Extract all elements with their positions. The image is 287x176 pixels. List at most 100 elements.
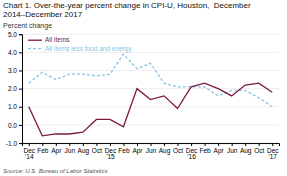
x-tick-mark — [205, 143, 206, 146]
y-tick: 5.0 — [8, 31, 22, 38]
x-tick-label: Dec'16 — [186, 147, 198, 161]
y-tick-label: 3.0 — [8, 67, 17, 74]
legend-item: All items less food and energy — [28, 45, 132, 53]
x-tick: Aug — [78, 143, 90, 155]
y-tick: -1.0 — [6, 140, 22, 147]
x-tick: Feb — [118, 143, 130, 154]
y-axis-line — [19, 35, 23, 144]
x-tick-label: Feb — [200, 147, 212, 154]
grid-line — [22, 70, 279, 71]
x-tick: Jun — [227, 143, 238, 154]
x-tick-mark — [164, 143, 165, 146]
legend-swatch — [28, 40, 42, 41]
legend-item: All items — [28, 36, 70, 43]
y-tick-mark — [19, 89, 22, 90]
legend-label: All items less food and energy — [45, 45, 132, 53]
x-tick: Dec'16 — [186, 143, 198, 160]
y-tick: 4.0 — [8, 49, 22, 56]
legend: All items All items less food and energy — [28, 36, 132, 52]
y-tick-label: 4.0 — [8, 49, 17, 56]
x-tick-label: Aug — [78, 147, 90, 155]
x-tick-label: Oct — [92, 147, 102, 154]
x-tick-mark — [191, 143, 192, 146]
x-tick: Oct — [92, 143, 102, 154]
y-tick-mark — [19, 143, 22, 144]
x-tick-label: Dec'15 — [105, 147, 117, 161]
x-tick: Apr — [214, 143, 225, 155]
y-tick: 0.0 — [8, 121, 22, 128]
x-tick-label: Apr — [132, 147, 143, 155]
grid-line — [22, 106, 279, 107]
x-tick-mark — [232, 143, 233, 146]
x-tick-label: Apr — [214, 147, 225, 155]
x-tick-mark — [259, 143, 260, 146]
x-tick: Oct — [173, 143, 183, 154]
x-tick: Dec'17 — [267, 143, 279, 160]
x-tick: Feb — [200, 143, 212, 154]
x-tick: Apr — [132, 143, 143, 155]
grid-line — [22, 52, 279, 53]
x-tick-label: Jun — [227, 147, 238, 154]
y-tick-label: -1.0 — [6, 140, 18, 147]
chart: Chart 1. Over-the-year percent change in… — [0, 0, 287, 176]
y-tick-mark — [19, 34, 22, 35]
x-tick-mark — [56, 143, 57, 146]
x-tick: Dec'15 — [105, 143, 117, 160]
x-tick-label: Apr — [51, 147, 62, 155]
x-axis: Dec'14FebAprJunAugOctDec'15FebAprJunAugO… — [23, 143, 280, 160]
y-tick-mark — [19, 125, 22, 126]
x-tick-mark — [151, 143, 152, 146]
x-tick: Apr — [51, 143, 62, 155]
plot: -1.00.01.02.03.04.05.0Dec'14FebAprJunAug… — [6, 31, 280, 161]
y-tick-label: 0.0 — [8, 121, 17, 128]
y-tick: 2.0 — [8, 85, 22, 92]
y-tick: 1.0 — [8, 103, 22, 110]
source: Source: U.S. Bureau of Labor Statistics — [3, 168, 107, 174]
x-tick-mark — [110, 143, 111, 146]
x-tick-label: Jun — [146, 147, 157, 154]
x-tick: Feb — [37, 143, 49, 154]
x-tick-label: Jun — [65, 147, 76, 154]
x-tick: Oct — [254, 143, 264, 154]
x-tick-label: Aug — [240, 147, 252, 155]
x-tick: Dec'14 — [23, 143, 35, 160]
y-tick-mark — [19, 70, 22, 71]
x-tick-mark — [272, 143, 273, 146]
x-tick: Jun — [146, 143, 157, 154]
x-tick-mark — [245, 143, 246, 146]
x-tick: Aug — [159, 143, 171, 155]
y-tick-mark — [19, 107, 22, 108]
grid — [22, 34, 279, 143]
y-tick: 3.0 — [8, 67, 22, 74]
y-axis: -1.0 0.0 1.0 2.0 3.0 4.0 5.0 — [6, 31, 23, 147]
y-tick-label: 2.0 — [8, 85, 17, 92]
lines — [29, 54, 272, 136]
x-tick-label: Feb — [118, 147, 130, 154]
series-line — [29, 83, 272, 136]
x-tick-mark — [218, 143, 219, 146]
y-axis-label: Percent change — [3, 22, 52, 30]
x-tick-mark — [123, 143, 124, 146]
y-tick-label: 5.0 — [8, 31, 17, 38]
x-tick: Aug — [240, 143, 252, 155]
x-tick-label: Oct — [254, 147, 264, 154]
y-tick-label: 1.0 — [8, 103, 17, 110]
x-tick-label: Feb — [37, 147, 49, 154]
grid-line — [22, 34, 279, 35]
y-tick-mark — [19, 52, 22, 53]
x-tick-label: Dec'14 — [23, 147, 35, 161]
x-tick-label: Oct — [173, 147, 183, 154]
x-tick-label: Dec'17 — [267, 147, 279, 161]
x-tick: Jun — [65, 143, 76, 154]
x-tick-mark — [83, 143, 84, 146]
x-tick-mark — [69, 143, 70, 146]
legend-label: All items — [45, 36, 70, 43]
title: Chart 1. Over-the-year percent change in… — [3, 1, 253, 19]
grid-line — [22, 124, 279, 125]
x-tick-mark — [137, 143, 138, 146]
x-tick-mark — [96, 143, 97, 146]
legend-swatch — [28, 48, 42, 49]
x-tick-mark — [42, 143, 43, 146]
x-tick-mark — [178, 143, 179, 146]
x-tick-mark — [29, 143, 30, 146]
